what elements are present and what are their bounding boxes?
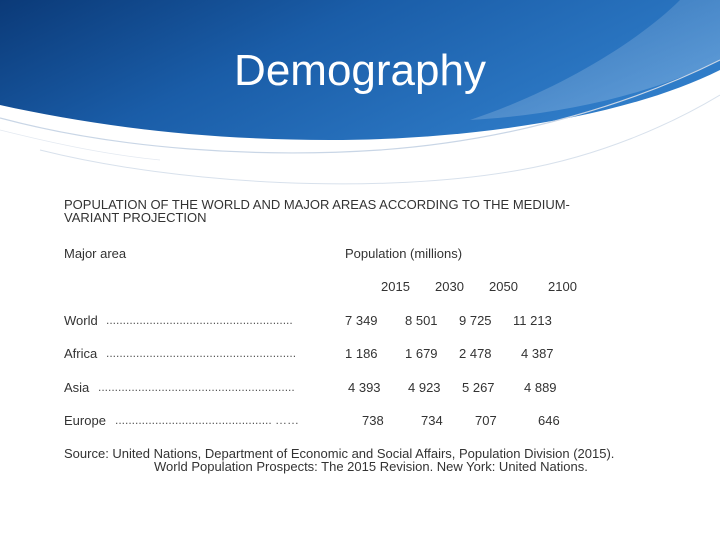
- leader-dots: ........................................…: [106, 313, 293, 327]
- table-cell: 9 725: [459, 313, 492, 328]
- source-publication: World Population Prospects: The 2015 Rev…: [154, 459, 588, 474]
- table-cell: 738: [362, 413, 384, 428]
- table-cell: 2 478: [459, 346, 492, 361]
- table-cell: 4 889: [524, 380, 557, 395]
- leader-dots: ........................................…: [98, 380, 295, 394]
- table-cell: 707: [475, 413, 497, 428]
- source-note: Source: United Nations, Department of Ec…: [64, 447, 644, 473]
- table-cell: 4 923: [408, 380, 441, 395]
- table-cell: 734: [421, 413, 443, 428]
- column-header-population: Population (millions): [345, 246, 463, 261]
- table-cell: 7 349: [345, 313, 378, 328]
- row-area-label: Africa: [64, 346, 98, 361]
- table-cell: 4 387: [521, 346, 554, 361]
- row-area-label: Asia: [64, 380, 90, 395]
- table-heading: POPULATION OF THE WORLD AND MAJOR AREAS …: [64, 197, 570, 225]
- table-cell: 8 501: [405, 313, 438, 328]
- year-header: 2015: [381, 279, 410, 294]
- table-cell: 1 186: [345, 346, 378, 361]
- source-citation: Source: United Nations, Department of Ec…: [64, 446, 615, 461]
- title-banner: [0, 0, 720, 185]
- slide-title: Demography: [234, 46, 486, 95]
- column-header-area: Major area: [64, 246, 127, 261]
- table-cell: 5 267: [462, 380, 495, 395]
- table-cell: 646: [538, 413, 560, 428]
- leader-dots: ........................................…: [106, 346, 297, 360]
- row-area-label: World: [64, 313, 98, 328]
- row-area-label: Europe: [64, 413, 106, 428]
- table-cell: 4 393: [348, 380, 381, 395]
- year-header: 2030: [435, 279, 464, 294]
- year-header: 2100: [548, 279, 577, 294]
- table-cell: 1 679: [405, 346, 438, 361]
- table-cell: 11 213: [513, 313, 552, 328]
- leader-dots: ........................................…: [115, 413, 300, 427]
- year-header: 2050: [489, 279, 518, 294]
